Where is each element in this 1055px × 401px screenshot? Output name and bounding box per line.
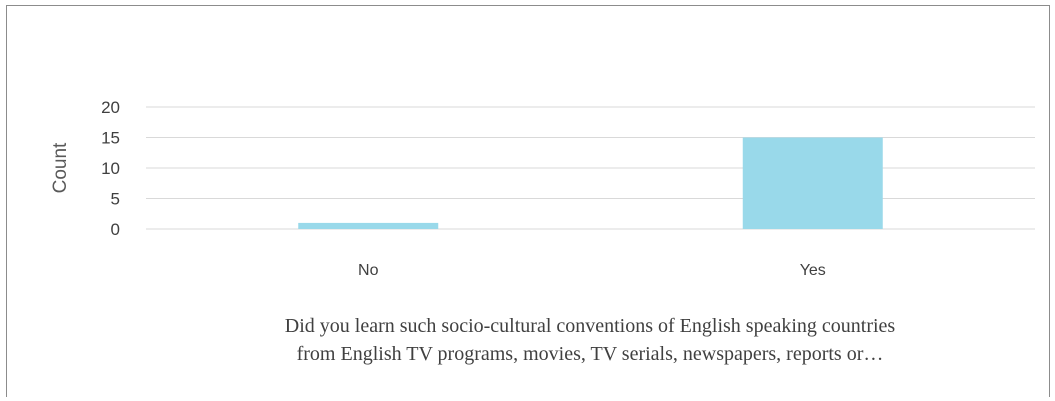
y-tick-label: 15 — [101, 129, 120, 148]
y-tick-label: 20 — [101, 98, 120, 117]
y-axis-title: Count — [50, 142, 71, 193]
gridlines — [146, 106, 1035, 230]
bar-yes — [742, 137, 883, 229]
y-tick-label: 5 — [111, 190, 120, 209]
x-category-labels: No Yes — [358, 262, 826, 279]
y-tick-label: 10 — [101, 159, 120, 178]
bar-no — [298, 222, 439, 229]
x-category-label: Yes — [800, 262, 826, 279]
x-axis-title: Did you learn such socio-cultural conven… — [150, 312, 1030, 368]
x-category-label: No — [358, 262, 379, 279]
y-tick-labels: 0 5 10 15 20 — [101, 98, 120, 239]
x-axis-title-line-2: from English TV programs, movies, TV ser… — [296, 343, 884, 365]
x-axis-title-line-1: Did you learn such socio-cultural conven… — [284, 315, 896, 337]
y-tick-label: 0 — [111, 220, 120, 239]
bars — [298, 137, 883, 229]
